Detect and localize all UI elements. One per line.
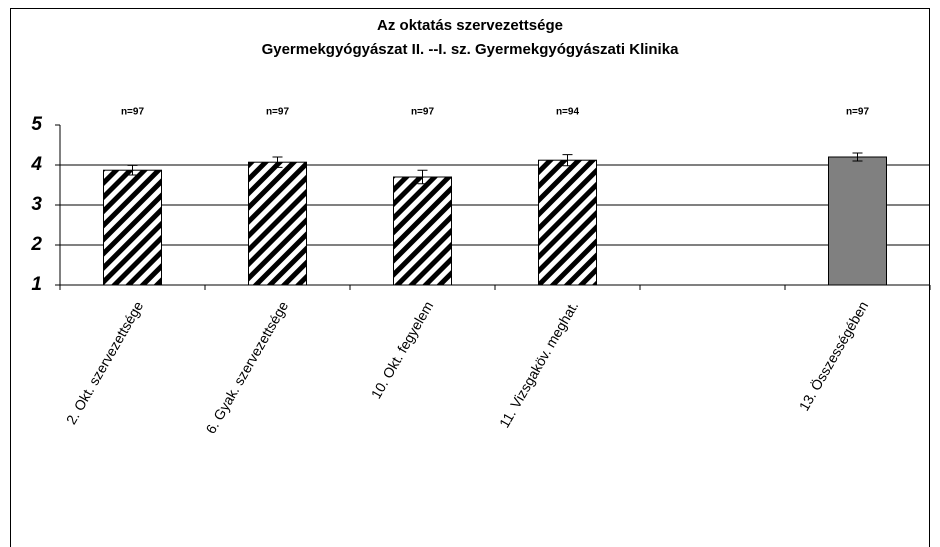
error-bar (417, 169, 428, 185)
x-tick-label: 13. Összességében (795, 298, 872, 414)
x-tick-label: 2. Okt. szervezettsége (63, 298, 147, 427)
bar (828, 156, 887, 286)
error-bar (852, 152, 863, 162)
bar (393, 176, 452, 286)
y-tick-label: 4 (30, 154, 42, 175)
error-bar (272, 156, 283, 168)
annotation: n=94 (556, 107, 580, 118)
x-tick-label: 10. Okt. fegyelem (368, 298, 437, 401)
chart-title: Az oktatás szervezettsége (377, 17, 563, 34)
chart-subtitle: Gyermekgyógyászat II. --I. sz. Gyermekgy… (262, 41, 679, 58)
x-tick-label: 11. Vizsgaköv. meghat. (496, 298, 581, 430)
bar (248, 161, 307, 286)
y-tick-label: 5 (31, 114, 42, 135)
annotation: n=97 (846, 107, 870, 118)
annotation: n=97 (121, 107, 145, 118)
annotation: n=97 (266, 107, 290, 118)
annotation: n=97 (411, 107, 435, 118)
error-bar (562, 154, 573, 167)
bar (103, 169, 162, 286)
y-tick-label: 3 (31, 194, 42, 215)
frame (10, 8, 930, 547)
bar (538, 159, 597, 286)
y-tick-label: 1 (31, 274, 42, 295)
y-tick-label: 2 (30, 234, 42, 255)
x-tick-label: 6. Gyak. szervezettsége (202, 298, 291, 436)
error-bar (127, 164, 138, 176)
